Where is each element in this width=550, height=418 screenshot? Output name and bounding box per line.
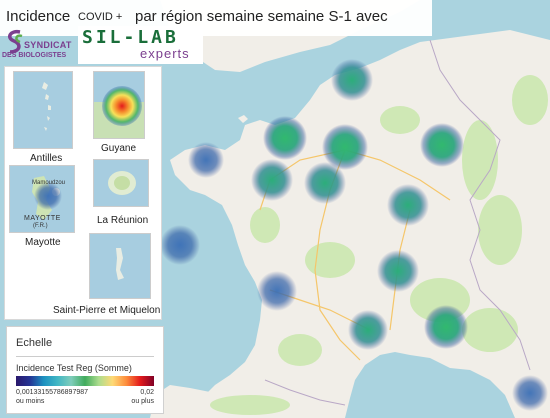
mamoudzou-text: Mamoudzou [32, 180, 66, 186]
syndicat-line1: SYNDICAT [24, 40, 72, 50]
heat-spot [188, 142, 224, 178]
map-reunion[interactable] [93, 159, 149, 207]
guyane-map [94, 86, 144, 138]
heat-spot [331, 59, 373, 101]
spm-map [116, 248, 124, 280]
legend-title: Echelle [16, 337, 53, 349]
title-incidence: Incidence [6, 8, 71, 25]
heat-spot-mayotte [34, 182, 62, 210]
legend-divider [16, 356, 154, 357]
heat-spots [160, 59, 548, 411]
heat-spot [420, 123, 464, 167]
legend-measure: Incidence Test Reg (Somme) [16, 363, 132, 373]
sillab-line1: SIL-LAB [82, 27, 179, 48]
borders [264, 39, 531, 406]
legend-color-bar [16, 376, 154, 386]
legend-min-sub: ou moins [16, 398, 45, 405]
drom-panel: Antilles Guyane Mamoudzou MAYOTTE (F.R.)… [4, 66, 162, 320]
heat-spot [387, 184, 429, 226]
legend-min: 0,00133155786897987 [16, 389, 89, 396]
spain-land [150, 385, 210, 418]
label-mayotte: Mayotte [25, 237, 61, 248]
sillab-logo: SIL-LAB experts [78, 26, 203, 64]
heat-spot [322, 124, 368, 170]
antilles-map [42, 82, 51, 131]
syndicat-logo: SYNDICAT DES BIOLOGISTES [0, 26, 78, 64]
label-reunion: La Réunion [97, 215, 149, 226]
legend-panel: Echelle Incidence Test Reg (Somme) 0,001… [6, 326, 164, 414]
label-guyane: Guyane [101, 143, 137, 154]
heat-spot [304, 162, 346, 204]
heat-spot [512, 375, 548, 411]
island [238, 115, 248, 123]
title-bar: Incidence COVID + par région semaine sem… [0, 0, 432, 42]
heat-spot [348, 310, 388, 350]
map-guyane[interactable] [93, 71, 145, 139]
map-mayotte[interactable]: Mamoudzou MAYOTTE (F.R.) [9, 165, 75, 233]
label-antilles: Antilles [30, 153, 63, 164]
heat-spot [251, 159, 293, 201]
label-spm: Saint-Pierre et Miquelon [53, 305, 161, 316]
reunion-map [108, 171, 136, 195]
heat-spot-guyane [102, 86, 142, 126]
heat-spot [263, 116, 307, 160]
syndicat-line2: DES BIOLOGISTES [2, 52, 67, 59]
heat-spot [160, 225, 200, 265]
mayotte-map-text: MAYOTTE [24, 215, 61, 222]
legend-max: 0,02 [140, 389, 154, 396]
map-spm[interactable] [89, 233, 151, 299]
syndicat-logo-icon [8, 29, 23, 54]
legend-max-sub: ou plus [131, 398, 154, 405]
heat-spot [424, 305, 468, 349]
heat-spot [257, 271, 297, 311]
title-covid: COVID + [78, 11, 123, 23]
heat-spot [377, 250, 419, 292]
mayotte-map [32, 176, 62, 220]
map-antilles[interactable] [13, 71, 73, 149]
mayotte-map-sub: (F.R.) [33, 223, 48, 229]
sillab-line2: experts [140, 46, 190, 61]
